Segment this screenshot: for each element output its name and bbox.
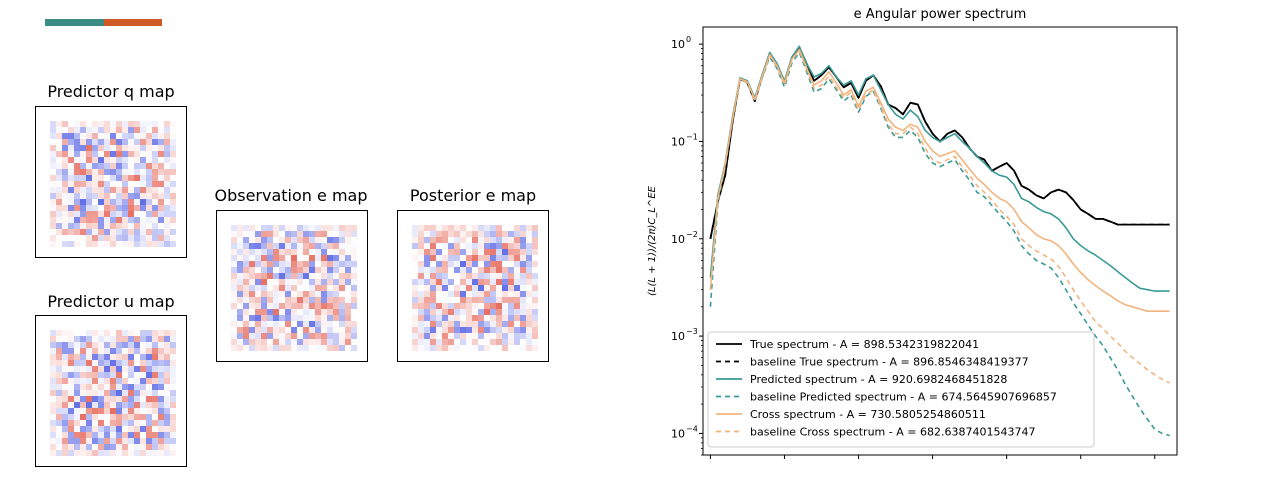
y-tick-label-exp-1: −1	[686, 132, 698, 141]
y-tick-label-0: 10	[671, 38, 685, 51]
y-tick-label-1: 10	[671, 135, 685, 148]
predictor-u-map-title: Predictor u map	[47, 292, 175, 311]
legend-label-5: baseline Cross spectrum - A = 682.638740…	[750, 426, 1035, 439]
chart-title: e Angular power spectrum	[854, 7, 1027, 22]
observation-e-map-title: Observation e map	[214, 186, 368, 205]
y-tick-label-exp-3: −3	[686, 327, 698, 336]
legend-label-2: Predicted spectrum - A = 920.69824684518…	[750, 373, 1007, 386]
series-line-1	[709, 46, 1170, 239]
observation-e-map-image	[231, 225, 357, 351]
series-line-4	[709, 48, 1170, 313]
posterior-e-map-image	[412, 225, 538, 351]
y-axis-label: (L(L + 1))/(2π)C_L^EE	[647, 185, 658, 296]
plot-frame	[702, 26, 1178, 456]
legend-label-0: True spectrum - A = 898.5342319822041	[749, 338, 979, 351]
legend-box	[707, 331, 1095, 448]
y-tick-label-2: 10	[671, 233, 685, 246]
posterior-e-map	[397, 210, 549, 362]
colorbar-teal-segment	[45, 19, 104, 26]
y-tick-label-exp-2: −2	[686, 230, 698, 239]
legend-label-1: baseline True spectrum - A = 896.8546348…	[750, 356, 1029, 369]
predictor-u-map	[35, 315, 187, 467]
y-tick-label-exp-4: −4	[686, 424, 698, 433]
colorbar-orange-segment	[104, 19, 162, 26]
y-tick-label-exp-0: 0	[686, 35, 691, 44]
series-line-5	[709, 50, 1170, 384]
predictor-u-map-image	[50, 330, 176, 456]
predictor-q-map	[35, 106, 187, 258]
y-tick-label-4: 10	[671, 427, 685, 440]
legend-label-3: baseline Predicted spectrum - A = 674.56…	[750, 391, 1057, 404]
posterior-e-map-title: Posterior e map	[409, 186, 537, 205]
series-line-2	[709, 45, 1170, 292]
observation-e-map	[216, 210, 368, 362]
predictor-q-map-title: Predictor q map	[47, 82, 175, 101]
y-tick-label-3: 10	[671, 330, 685, 343]
predictor-q-map-image	[50, 121, 176, 247]
series-line-3	[709, 51, 1170, 437]
legend-label-4: Cross spectrum - A = 730.5805254860511	[750, 408, 986, 421]
series-line-0	[709, 46, 1170, 239]
